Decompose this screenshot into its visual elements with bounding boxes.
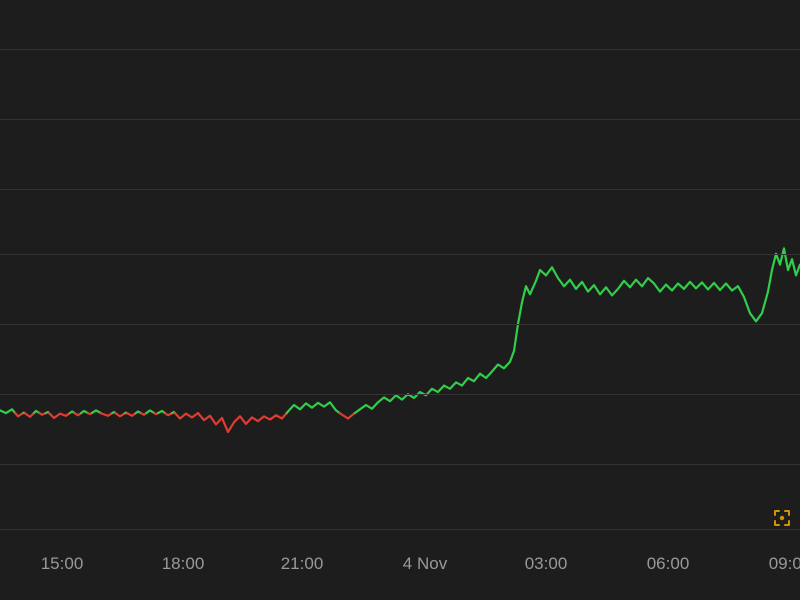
price-line-svg (0, 0, 800, 540)
grid-line (0, 324, 800, 325)
grid-line (0, 464, 800, 465)
grid-line (0, 49, 800, 50)
price-line-segment (101, 413, 112, 416)
price-line-segment (92, 410, 101, 413)
price-chart: 15:00 18:00 21:00 4 Nov 03:00 06:00 09:00 (0, 0, 800, 600)
x-axis: 15:00 18:00 21:00 4 Nov 03:00 06:00 09:00 (0, 540, 800, 600)
price-line-segment (198, 413, 287, 432)
coindesk-logo-icon (770, 506, 794, 530)
price-line-segment (0, 409, 15, 413)
grid-line (0, 189, 800, 190)
price-line-segment (340, 413, 355, 418)
x-axis-label: 15:00 (41, 554, 84, 574)
price-line-segment (146, 410, 154, 413)
x-axis-label: 03:00 (525, 554, 568, 574)
grid-line (0, 529, 800, 530)
price-line-segment (127, 413, 136, 416)
grid-line (0, 119, 800, 120)
x-axis-label: 18:00 (162, 554, 205, 574)
x-axis-label: 06:00 (647, 554, 690, 574)
grid-line (0, 254, 800, 255)
price-line-segment (25, 413, 34, 417)
x-axis-label: 09:00 (769, 554, 800, 574)
price-line-segment (15, 413, 23, 416)
x-axis-label: 21:00 (281, 554, 324, 574)
price-line-segment (49, 413, 70, 418)
price-line-segment (175, 413, 198, 418)
chart-plot-area (0, 0, 800, 540)
price-line-segment (287, 402, 340, 413)
x-axis-label: 4 Nov (403, 554, 447, 574)
grid-line (0, 394, 800, 395)
price-line-segment (116, 413, 126, 416)
price-line-segment (355, 248, 800, 413)
